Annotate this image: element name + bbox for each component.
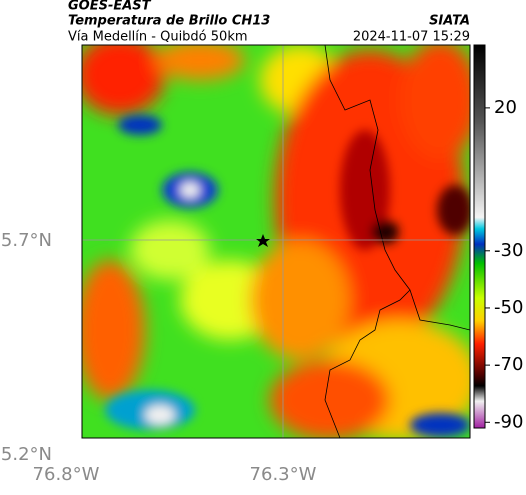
lat-label: 5.2°N [1,444,52,465]
colorbar [473,44,486,429]
colorbar-tick-label: 20 [494,97,517,118]
colorbar-tick-label: -90 [494,411,523,432]
lon-label: 76.8°W [33,464,100,485]
agency: SIATA [429,14,470,29]
timestamp: 2024-11-07 15:29 [353,30,470,45]
lon-label: 76.3°W [250,464,317,485]
brightness-map [82,45,470,438]
colorbar-tick-label: -70 [494,354,523,375]
colorbar-tick-label: -30 [494,240,523,261]
subtitle: Vía Medellín - Quibdó 50km [68,30,248,45]
title: Temperatura de Brillo CH13 [68,14,270,29]
colorbar-tick-label: -50 [494,297,523,318]
map-frame [81,44,471,439]
source: GOES-EAST [68,0,152,14]
lat-label: 5.7°N [1,230,52,251]
